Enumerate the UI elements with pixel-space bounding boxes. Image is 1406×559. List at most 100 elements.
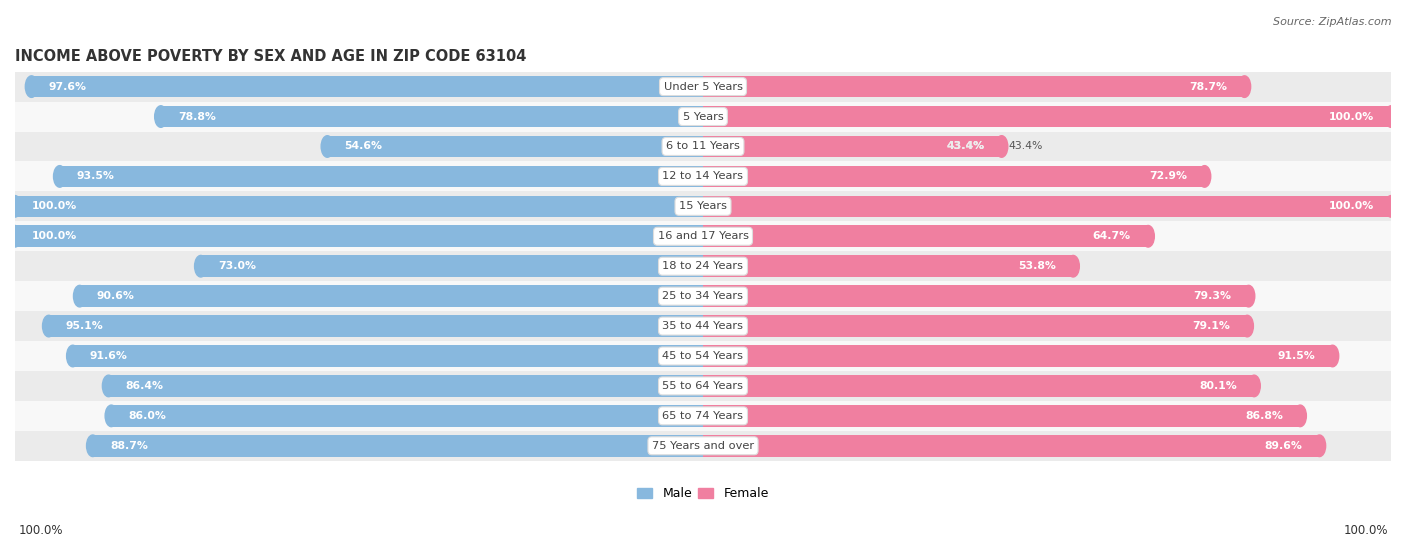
Text: 95.1%: 95.1% (66, 321, 104, 331)
Text: 79.1%: 79.1% (1192, 321, 1230, 331)
Bar (703, 165, 1205, 187)
Bar (15, 162, 1391, 191)
Text: 100.0%: 100.0% (32, 201, 77, 211)
Text: 5 Years: 5 Years (683, 112, 723, 121)
Bar (703, 435, 1319, 457)
Bar (15, 341, 1391, 371)
Text: 100.0%: 100.0% (1329, 112, 1374, 121)
Ellipse shape (87, 435, 98, 457)
Ellipse shape (42, 315, 55, 337)
Text: 91.6%: 91.6% (90, 351, 128, 361)
Text: 88.7%: 88.7% (110, 441, 148, 451)
Text: 43.4%: 43.4% (946, 141, 984, 151)
Text: 86.4%: 86.4% (125, 381, 163, 391)
Bar (703, 136, 1001, 157)
Text: 100.0%: 100.0% (1343, 524, 1388, 537)
Ellipse shape (1326, 345, 1339, 367)
Bar (703, 106, 1391, 127)
Bar (15, 251, 1391, 281)
Bar (49, 315, 703, 337)
Ellipse shape (1241, 315, 1253, 337)
Bar (703, 225, 1149, 247)
Text: 86.0%: 86.0% (128, 411, 166, 421)
Text: 6 to 11 Years: 6 to 11 Years (666, 141, 740, 151)
Ellipse shape (8, 225, 21, 247)
Bar (703, 196, 1391, 217)
Ellipse shape (995, 136, 1008, 157)
Text: 78.8%: 78.8% (179, 112, 217, 121)
Bar (15, 102, 1391, 131)
Text: 72.9%: 72.9% (1149, 172, 1187, 182)
Bar (703, 345, 1333, 367)
Bar (59, 165, 703, 187)
Text: 16 and 17 Years: 16 and 17 Years (658, 231, 748, 241)
Bar (93, 435, 703, 457)
Ellipse shape (1239, 76, 1251, 97)
Ellipse shape (66, 345, 79, 367)
Bar (703, 375, 1254, 397)
Text: 73.0%: 73.0% (218, 261, 256, 271)
Text: Source: ZipAtlas.com: Source: ZipAtlas.com (1274, 17, 1392, 27)
Bar (15, 225, 703, 247)
Text: 93.5%: 93.5% (77, 172, 115, 182)
Text: 55 to 64 Years: 55 to 64 Years (662, 381, 744, 391)
Text: 18 to 24 Years: 18 to 24 Years (662, 261, 744, 271)
Text: 89.6%: 89.6% (1264, 441, 1302, 451)
Bar (703, 255, 1073, 277)
Bar (80, 285, 703, 307)
Text: 97.6%: 97.6% (49, 82, 87, 92)
Bar (15, 431, 1391, 461)
Text: 65 to 74 Years: 65 to 74 Years (662, 411, 744, 421)
Ellipse shape (8, 196, 21, 217)
Text: 79.3%: 79.3% (1194, 291, 1232, 301)
Text: 78.7%: 78.7% (1189, 82, 1227, 92)
Text: 100.0%: 100.0% (18, 524, 63, 537)
Text: 25 to 34 Years: 25 to 34 Years (662, 291, 744, 301)
Ellipse shape (53, 165, 66, 187)
Legend: Male, Female: Male, Female (633, 482, 773, 505)
Bar (160, 106, 703, 127)
Text: 12 to 14 Years: 12 to 14 Years (662, 172, 744, 182)
Ellipse shape (155, 106, 167, 127)
Text: 86.8%: 86.8% (1246, 411, 1284, 421)
Text: 54.6%: 54.6% (344, 141, 382, 151)
Bar (73, 345, 703, 367)
Ellipse shape (1385, 106, 1398, 127)
Bar (31, 76, 703, 97)
Text: 43.4%: 43.4% (1008, 141, 1043, 151)
Text: 35 to 44 Years: 35 to 44 Years (662, 321, 744, 331)
Bar (108, 375, 703, 397)
Ellipse shape (73, 285, 86, 307)
Ellipse shape (1142, 225, 1154, 247)
Bar (15, 401, 1391, 431)
Bar (328, 136, 703, 157)
Text: 100.0%: 100.0% (1329, 201, 1374, 211)
Text: Under 5 Years: Under 5 Years (664, 82, 742, 92)
Ellipse shape (1313, 435, 1326, 457)
Ellipse shape (1067, 255, 1080, 277)
Ellipse shape (103, 375, 115, 397)
Text: 45 to 54 Years: 45 to 54 Years (662, 351, 744, 361)
Ellipse shape (1249, 375, 1260, 397)
Ellipse shape (1198, 165, 1211, 187)
Text: 91.5%: 91.5% (1278, 351, 1316, 361)
Bar (15, 196, 703, 217)
Ellipse shape (105, 405, 118, 427)
Text: 90.6%: 90.6% (97, 291, 135, 301)
Bar (703, 315, 1247, 337)
Bar (15, 281, 1391, 311)
Bar (703, 285, 1249, 307)
Bar (15, 72, 1391, 102)
Bar (111, 405, 703, 427)
Ellipse shape (194, 255, 207, 277)
Bar (15, 131, 1391, 162)
Bar (15, 371, 1391, 401)
Ellipse shape (1243, 285, 1254, 307)
Text: 100.0%: 100.0% (32, 231, 77, 241)
Bar (15, 221, 1391, 251)
Ellipse shape (1385, 196, 1398, 217)
Bar (15, 311, 1391, 341)
Text: INCOME ABOVE POVERTY BY SEX AND AGE IN ZIP CODE 63104: INCOME ABOVE POVERTY BY SEX AND AGE IN Z… (15, 49, 526, 64)
Text: 80.1%: 80.1% (1199, 381, 1237, 391)
Text: 15 Years: 15 Years (679, 201, 727, 211)
